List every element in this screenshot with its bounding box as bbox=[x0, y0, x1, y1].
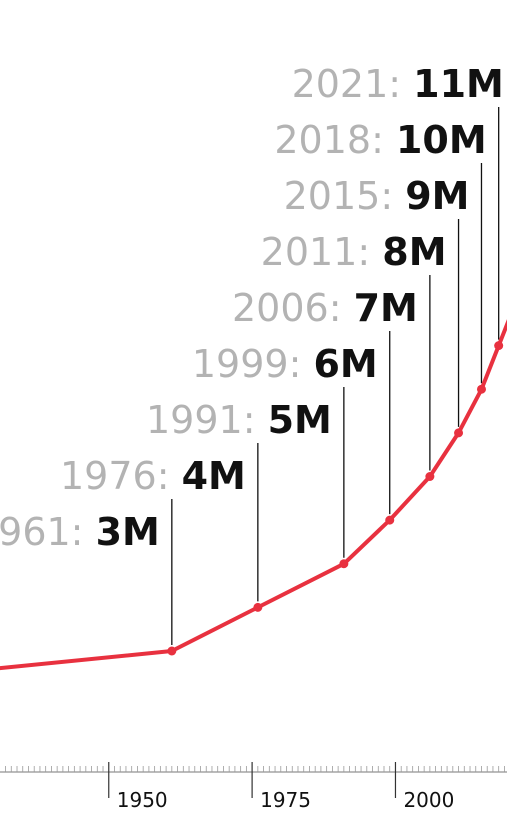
annotation-value: 7M bbox=[354, 286, 418, 330]
annotation-year: 2011 bbox=[261, 230, 358, 274]
annotation-separator: : bbox=[357, 230, 382, 274]
series-line bbox=[0, 319, 507, 671]
annotation-year: 2021 bbox=[292, 62, 389, 106]
annotation-1961: 1961: 3M bbox=[0, 510, 160, 554]
data-point-2006 bbox=[425, 472, 435, 481]
annotation-2018: 2018: 10M bbox=[274, 118, 486, 162]
annotation-2015: 2015: 9M bbox=[284, 174, 470, 218]
annotation-value: 5M bbox=[268, 398, 332, 442]
annotation-value: 8M bbox=[382, 230, 446, 274]
annotation-year: 1999 bbox=[192, 342, 289, 386]
data-point-1999 bbox=[385, 515, 395, 525]
annotation-value: 4M bbox=[182, 454, 246, 498]
x-axis: 1950 1975 2000 bbox=[0, 762, 507, 812]
annotation-2006: 2006: 7M bbox=[232, 286, 418, 330]
data-point-1991 bbox=[339, 559, 349, 569]
data-point-1976 bbox=[253, 602, 263, 612]
annotation-value: 11M bbox=[413, 62, 504, 106]
data-point-2018 bbox=[494, 341, 504, 351]
annotation-value: 10M bbox=[396, 118, 487, 162]
annotation-year: 1976 bbox=[60, 454, 157, 498]
annotation-separator: : bbox=[329, 286, 354, 330]
annotation-separator: : bbox=[380, 174, 405, 218]
data-points bbox=[167, 341, 504, 656]
x-tick-label: 1950 bbox=[117, 788, 168, 812]
annotation-value: 3M bbox=[96, 510, 160, 554]
annotation-1976: 1976: 4M bbox=[60, 454, 246, 498]
annotation-separator: : bbox=[289, 342, 314, 386]
annotation-leaders bbox=[171, 107, 500, 645]
x-tick-label: 2000 bbox=[403, 788, 454, 812]
x-tick-label: 1975 bbox=[260, 788, 311, 812]
annotation-separator: : bbox=[243, 398, 268, 442]
annotation-1991: 1991: 5M bbox=[146, 398, 332, 442]
data-point-1961 bbox=[167, 646, 177, 656]
annotation-labels: 1961: 3M 1976: 4M 1991: 5M 1999: 6M 2006: 7M… bbox=[0, 62, 504, 554]
annotation-2021: 2021: 11M bbox=[292, 62, 504, 106]
annotation-value: 6M bbox=[313, 342, 377, 386]
annotation-value: 9M bbox=[405, 174, 469, 218]
annotation-separator: : bbox=[157, 454, 182, 498]
data-point-2011 bbox=[454, 428, 464, 438]
annotation-1999: 1999: 6M bbox=[192, 342, 378, 386]
annotation-year: 2015 bbox=[284, 174, 381, 218]
annotation-separator: : bbox=[388, 62, 413, 106]
data-point-2015 bbox=[476, 384, 486, 394]
annotation-separator: : bbox=[371, 118, 396, 162]
annotation-separator: : bbox=[71, 510, 96, 554]
annotation-year: 1961 bbox=[0, 510, 71, 554]
annotation-year: 2018 bbox=[274, 118, 371, 162]
annotation-year: 1991 bbox=[146, 398, 243, 442]
annotation-year: 2006 bbox=[232, 286, 329, 330]
annotation-2011: 2011: 8M bbox=[261, 230, 447, 274]
